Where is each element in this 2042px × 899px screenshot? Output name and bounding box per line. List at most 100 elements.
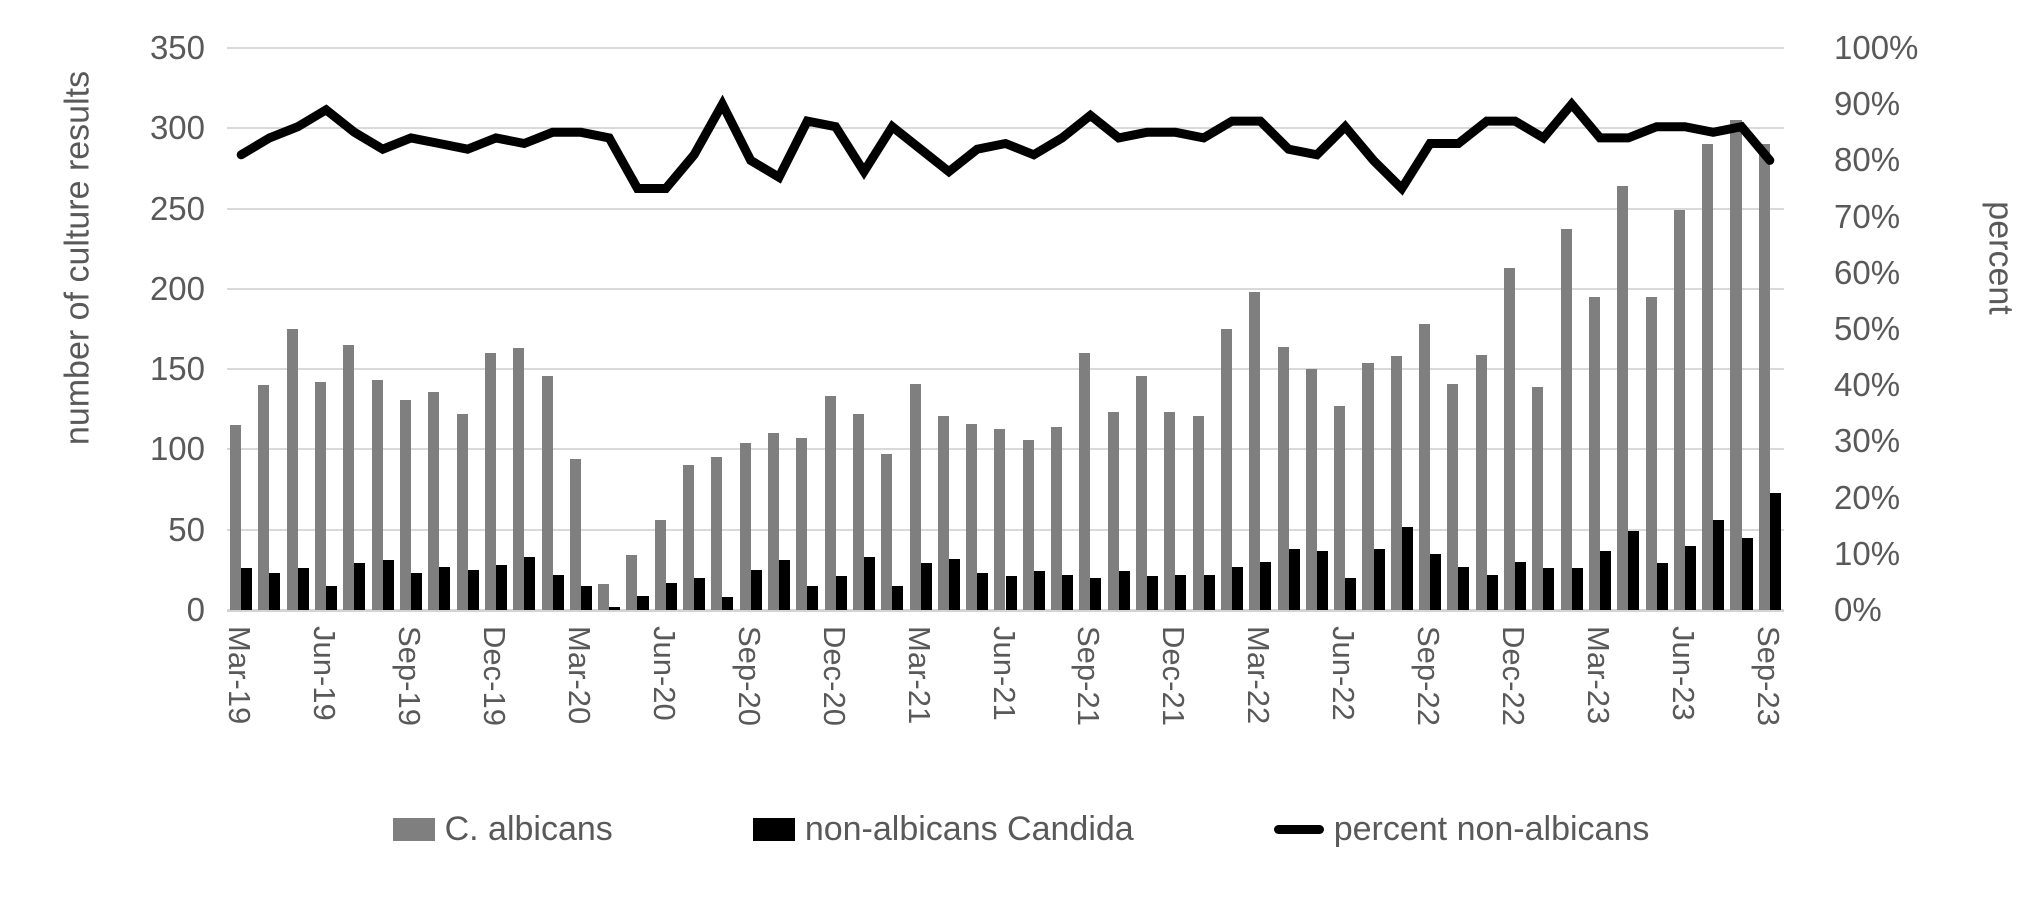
- bar-non-albicans-candida: [665, 582, 677, 610]
- bar-non-albicans-candida: [1090, 577, 1102, 610]
- x-axis-tick-label: Dec-19: [476, 626, 512, 726]
- bar-non-albicans-candida: [1401, 526, 1413, 610]
- bar-c-albicans: [824, 396, 836, 610]
- bar-c-albicans: [1758, 144, 1770, 610]
- bar-c-albicans: [1164, 412, 1176, 610]
- bar-c-albicans: [937, 415, 949, 610]
- bar-non-albicans-candida: [1515, 561, 1527, 610]
- legend-label-percent: percent non-albicans: [1333, 810, 1650, 848]
- bar-non-albicans-candida: [1543, 568, 1555, 610]
- gridline: [227, 127, 1784, 130]
- bar-c-albicans: [966, 423, 978, 610]
- x-axis-tick-label: Dec-20: [816, 626, 852, 726]
- bar-non-albicans-candida: [1741, 537, 1753, 610]
- bar-non-albicans-candida: [1345, 577, 1357, 610]
- bar-non-albicans-candida: [524, 557, 536, 610]
- right-axis-tick-label: 60%: [1834, 253, 1901, 291]
- x-axis-tick-label: Mar-20: [561, 626, 597, 725]
- bar-c-albicans: [541, 375, 553, 610]
- x-axis-tick-label: Sep-20: [731, 626, 767, 726]
- bar-non-albicans-candida: [1571, 568, 1583, 610]
- bar-c-albicans: [1079, 353, 1091, 610]
- bar-non-albicans-candida: [241, 568, 253, 610]
- bar-c-albicans: [1305, 369, 1317, 610]
- bar-non-albicans-candida: [1147, 576, 1159, 610]
- bar-non-albicans-candida: [1628, 531, 1640, 610]
- bar-c-albicans: [683, 465, 695, 610]
- bar-c-albicans: [1022, 439, 1034, 610]
- bar-non-albicans-candida: [552, 574, 564, 610]
- legend-label-non-albicans: non-albicans Candida: [804, 810, 1134, 848]
- bar-c-albicans: [796, 438, 808, 610]
- bar-non-albicans-candida: [1373, 548, 1385, 610]
- bar-non-albicans-candida: [326, 585, 338, 610]
- x-axis-tick-label: Mar-22: [1241, 626, 1277, 725]
- gridline: [227, 448, 1784, 451]
- left-axis-tick-label: 50: [168, 510, 205, 548]
- bar-non-albicans-candida: [1005, 576, 1017, 610]
- bar-c-albicans: [230, 425, 242, 610]
- bar-non-albicans-candida: [411, 573, 423, 610]
- bar-non-albicans-candida: [580, 585, 592, 610]
- bar-c-albicans: [739, 443, 751, 610]
- x-axis-tick-label: Dec-21: [1156, 626, 1192, 726]
- legend-label-c-albicans: C. albicans: [444, 810, 613, 848]
- bar-non-albicans-candida: [835, 576, 847, 610]
- bar-c-albicans: [1334, 406, 1346, 610]
- bar-c-albicans: [852, 414, 864, 610]
- bar-c-albicans: [881, 454, 893, 610]
- bar-c-albicans: [456, 414, 468, 610]
- bar-c-albicans: [315, 381, 327, 610]
- bar-c-albicans: [258, 385, 270, 610]
- bar-non-albicans-candida: [1486, 574, 1498, 610]
- x-axis-tick-label: Sep-22: [1411, 626, 1447, 726]
- x-axis-tick-label: Sep-19: [392, 626, 427, 726]
- gridline: [227, 368, 1784, 371]
- non-albicans-swatch-icon: [752, 818, 795, 841]
- bar-non-albicans-candida: [269, 573, 281, 610]
- left-axis-tick-label: 150: [149, 350, 205, 388]
- right-axis-tick-label: 70%: [1834, 197, 1901, 235]
- gridline: [227, 47, 1784, 49]
- bar-non-albicans-candida: [1288, 548, 1300, 610]
- bar-c-albicans: [1249, 292, 1261, 610]
- bar-non-albicans-candida: [297, 568, 309, 610]
- x-axis-tick-label: Jun-20: [646, 626, 682, 721]
- legend-item-non-albicans: non-albicans Candida: [752, 810, 1134, 849]
- bar-c-albicans: [626, 555, 638, 610]
- bar-c-albicans: [1475, 354, 1487, 610]
- bar-c-albicans: [994, 428, 1006, 610]
- x-axis-tick-label: Sep-21: [1071, 626, 1107, 726]
- bar-c-albicans: [569, 459, 581, 610]
- left-axis-tick-label: 200: [149, 269, 205, 307]
- bar-c-albicans: [1673, 210, 1685, 610]
- right-axis-tick-label: 10%: [1834, 534, 1901, 572]
- x-axis-tick-label: Mar-23: [1580, 626, 1616, 725]
- gridline: [227, 528, 1784, 531]
- right-axis-tick-label: 20%: [1834, 478, 1901, 516]
- bar-non-albicans-candida: [1599, 550, 1612, 610]
- bar-c-albicans: [909, 383, 921, 610]
- bar-non-albicans-candida: [1769, 492, 1781, 610]
- bar-non-albicans-candida: [1458, 566, 1470, 610]
- bar-c-albicans: [1220, 329, 1232, 610]
- x-axis-tick-label: Sep-23: [1750, 626, 1786, 726]
- right-axis-tick-label: 80%: [1834, 141, 1901, 179]
- bar-non-albicans-candida: [382, 560, 394, 610]
- gridline: [227, 287, 1784, 290]
- x-axis-tick-label: Mar-21: [901, 626, 937, 725]
- bar-c-albicans: [1051, 426, 1063, 610]
- bar-non-albicans-candida: [1260, 561, 1272, 610]
- bar-non-albicans-candida: [1231, 566, 1243, 610]
- x-axis-tick-label: Mar-19: [222, 626, 258, 725]
- bar-c-albicans: [1419, 324, 1431, 610]
- bar-c-albicans: [1390, 356, 1402, 610]
- bar-non-albicans-candida: [977, 573, 989, 610]
- bar-c-albicans: [1504, 267, 1516, 610]
- bar-c-albicans: [1730, 120, 1742, 610]
- bar-non-albicans-candida: [1118, 571, 1130, 610]
- bar-c-albicans: [484, 353, 496, 610]
- bar-non-albicans-candida: [1062, 574, 1074, 610]
- bar-non-albicans-candida: [863, 557, 875, 610]
